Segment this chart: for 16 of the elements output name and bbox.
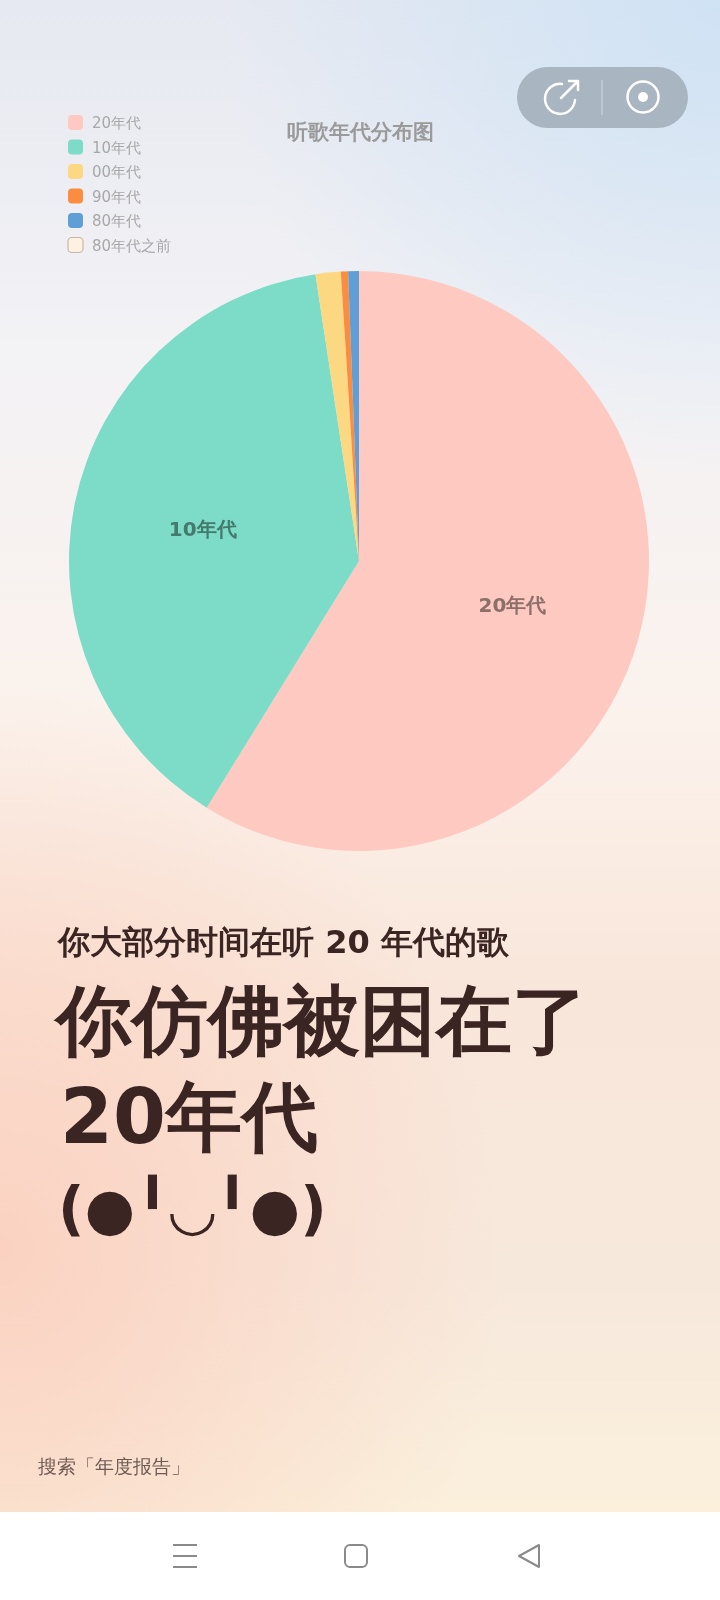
legend-label: 80年代之前 [92, 236, 172, 255]
legend-label: 80年代 [92, 212, 142, 230]
text: 你仿佛被困在了 [53, 976, 588, 1065]
text: (●╹◡╹●) [58, 1174, 327, 1243]
chart-title: 听歌年代分布图 [286, 120, 434, 144]
pie-slice [315, 271, 359, 561]
text: 20年代 [60, 1072, 318, 1161]
pie-slice [69, 274, 359, 808]
text: 搜索「年度报告」 [38, 1455, 190, 1477]
legend-label: 00年代 [92, 163, 142, 181]
legend-label: 10年代 [92, 138, 142, 157]
text: 你大部分时间在听 20 年代的歌 [56, 923, 510, 961]
legend-label: 90年代 [92, 187, 142, 206]
slice-label: 10年代 [168, 517, 237, 542]
legend-label: 20年代 [92, 114, 142, 132]
slice-label: 20年代 [478, 592, 547, 617]
